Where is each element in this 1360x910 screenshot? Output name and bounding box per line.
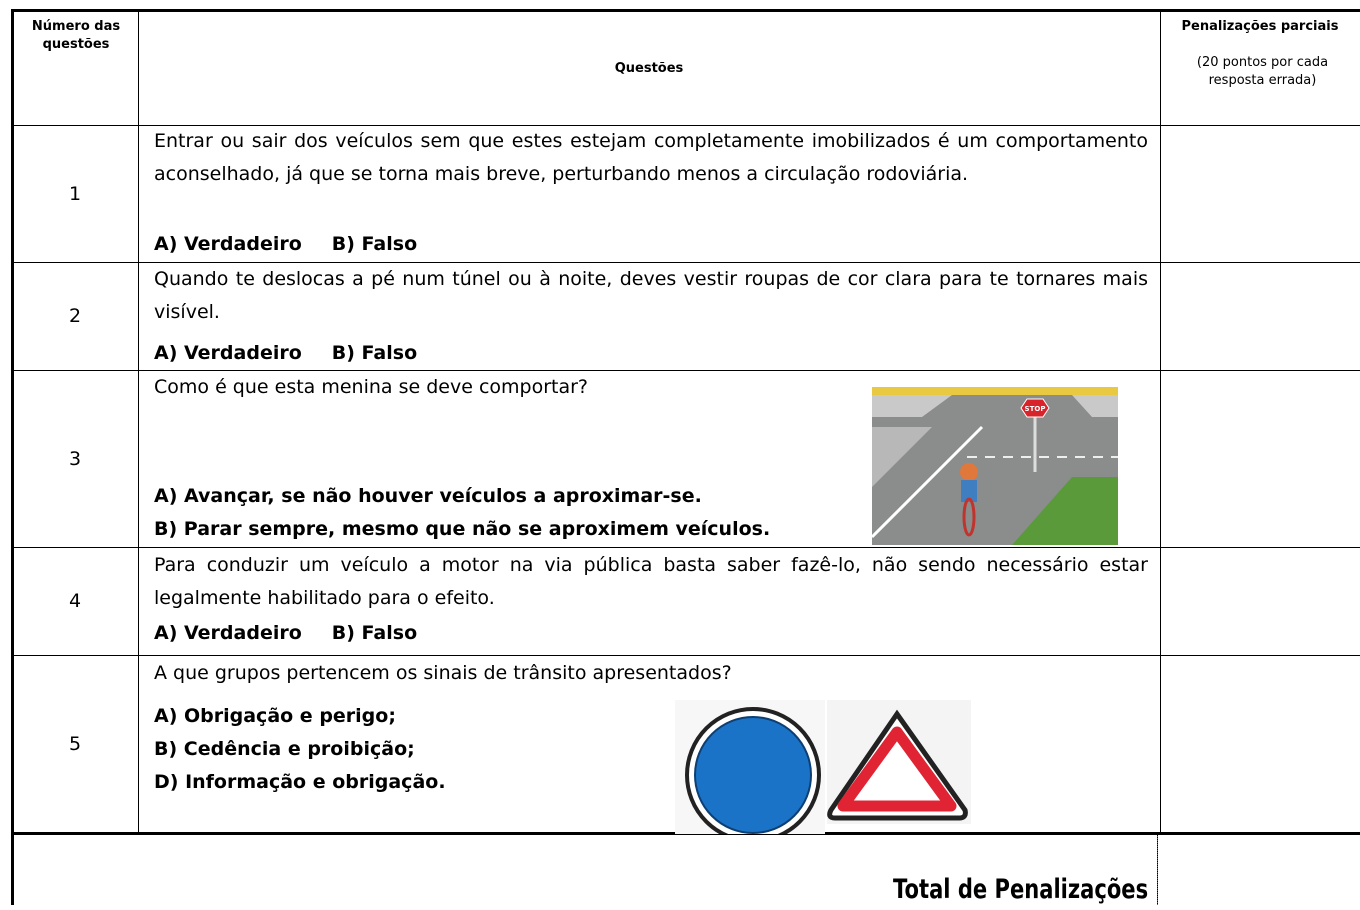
row-number: 2 <box>68 305 82 327</box>
answer: B) Cedência e proibição; <box>154 738 415 760</box>
header-number: Número das questões <box>31 19 121 52</box>
road-illustration: STOP <box>872 387 1118 545</box>
answer: B) Falso <box>331 233 418 255</box>
border <box>12 125 1360 126</box>
border <box>12 370 1360 371</box>
border <box>12 655 1360 656</box>
row-number: 1 <box>68 182 82 205</box>
header-note: (20 pontos por cada resposta errada) <box>1196 55 1329 88</box>
answers: A) Verdadeiro B) Falso <box>154 337 447 370</box>
answers: A) Verdadeiro B) Falso <box>154 228 447 261</box>
question-text: Quando te deslocas a pé num túnel ou à n… <box>154 268 1148 323</box>
row-number: 5 <box>68 733 82 755</box>
row-number: 4 <box>68 590 82 612</box>
answers: A) Verdadeiro B) Falso <box>154 617 447 650</box>
answer: A) Verdadeiro <box>154 342 302 364</box>
answer: B) Parar sempre, mesmo que não se aproxi… <box>154 518 771 540</box>
border <box>1160 10 1161 833</box>
answer: A) Verdadeiro <box>154 233 302 255</box>
question-text: Como é que esta menina se deve comportar… <box>154 376 589 398</box>
row-number: 3 <box>68 447 82 470</box>
question-text: Para conduzir um veículo a motor na via … <box>154 554 1148 609</box>
border <box>12 547 1360 548</box>
traffic-signs <box>675 700 971 834</box>
header-question: Questões <box>614 61 684 76</box>
total-label: Total de Penalizações <box>892 874 1148 905</box>
answer: A) Avançar, se não houver veículos a apr… <box>154 485 702 507</box>
svg-text:STOP: STOP <box>1025 405 1046 413</box>
border <box>1157 833 1158 905</box>
answer: B) Falso <box>331 342 418 364</box>
question-text: A que grupos pertencem os sinais de trân… <box>154 662 732 684</box>
answer: D) Informação e obrigação. <box>154 771 446 793</box>
question-text: Entrar ou sair dos veículos sem que este… <box>154 130 1148 185</box>
border <box>12 9 1360 12</box>
border <box>138 10 139 833</box>
answer: A) Verdadeiro <box>154 622 302 644</box>
answer: A) Obrigação e perigo; <box>154 705 396 727</box>
border <box>11 9 14 905</box>
answer: B) Falso <box>331 622 418 644</box>
header-penalty: Penalizações parciais <box>1181 19 1339 34</box>
border <box>12 262 1360 263</box>
